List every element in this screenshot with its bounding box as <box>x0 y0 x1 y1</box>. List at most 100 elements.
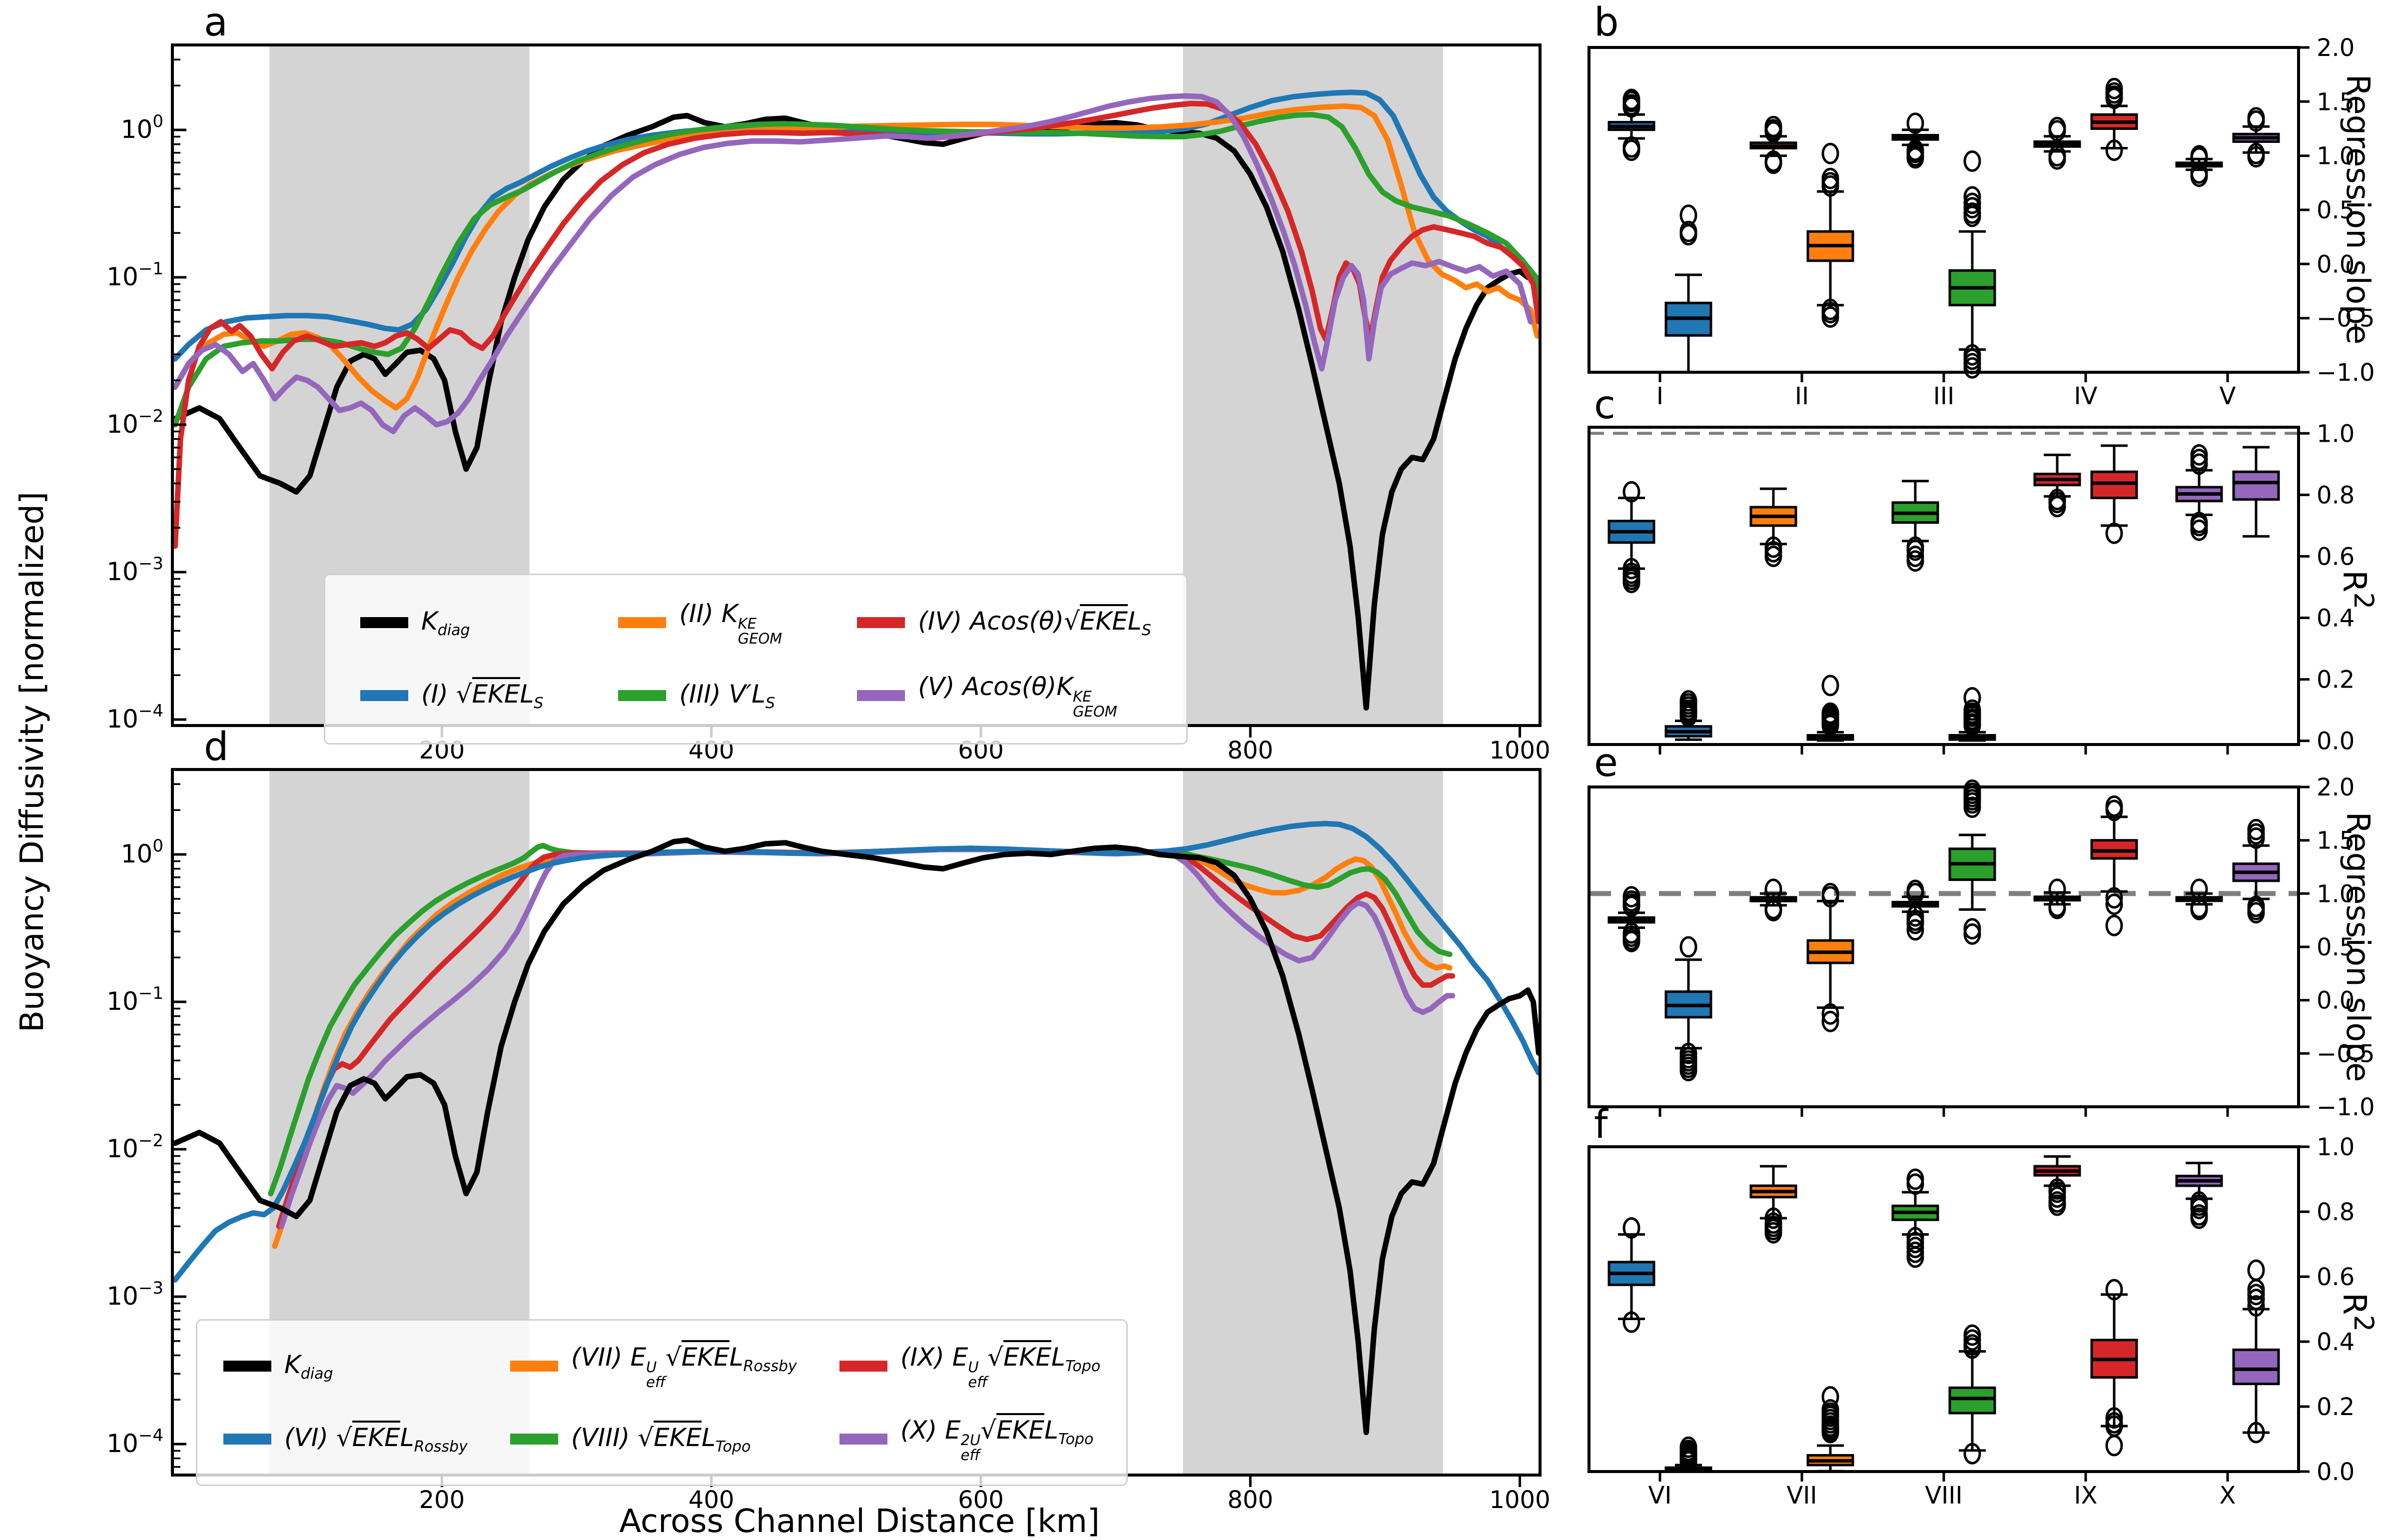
box-c-V-right <box>2232 446 2280 538</box>
legend-swatch <box>510 1361 558 1372</box>
legend-entry-d-1: (VI) √EKELRossby <box>223 1420 468 1456</box>
outlier-marker <box>2105 799 2123 821</box>
outlier-marker <box>2105 522 2123 544</box>
outlier-marker <box>1679 936 1697 958</box>
y-tick-label: 10−1 <box>106 983 163 1016</box>
box-c-I-left <box>1607 481 1655 594</box>
outlier-marker <box>2105 887 2123 909</box>
y-tick-label: 0.0 <box>2317 987 2355 1015</box>
panel-b-letter: b <box>1594 0 1619 45</box>
x-category-label: VI <box>1648 1482 1672 1510</box>
outlier-marker <box>1679 705 1697 727</box>
box-b-IV-right <box>2090 77 2138 161</box>
outlier-marker <box>1906 882 1924 904</box>
x-category-label: V <box>2220 382 2236 410</box>
x-tick-label: 800 <box>1227 1486 1273 1514</box>
outlier-marker <box>2247 1289 2265 1310</box>
box-c-III-right <box>1948 687 1996 742</box>
box-b-II-left <box>1749 115 1797 174</box>
box-c-II-left <box>1749 487 1797 567</box>
y-tick-label: 0.0 <box>2317 250 2355 278</box>
outlier-marker <box>2247 1259 2265 1281</box>
box-b-IV-left <box>2033 116 2081 170</box>
outlier-marker <box>2190 453 2208 475</box>
legend-label: (VIII) √EKELTopo <box>571 1420 751 1456</box>
outlier-marker <box>1821 715 1839 737</box>
box-e-IX-left <box>2033 878 2081 919</box>
legend-label: Kdiag <box>284 1350 333 1383</box>
outlier-marker <box>2048 1194 2066 1216</box>
outlier-marker <box>1622 930 1640 952</box>
box-e-VII-right <box>1806 882 1854 1032</box>
x-axis-label: Across Channel Distance [km] <box>619 1503 1100 1540</box>
x-category-label: VIII <box>1925 1482 1962 1510</box>
shaded-band <box>1183 45 1443 726</box>
legend-label: (I) √EKELS <box>421 677 543 712</box>
legend-label: (II) K KE GEOM <box>679 599 783 647</box>
outlier-marker <box>2105 893 2123 915</box>
box-f-VIII-right <box>1948 1324 1996 1465</box>
box-c-II-right <box>1806 675 1854 742</box>
legend-swatch <box>223 1434 271 1445</box>
box-f-IX-right <box>2090 1279 2138 1457</box>
y-tick-label: −1.0 <box>2317 359 2375 387</box>
x-tick-label: 1000 <box>1489 737 1550 765</box>
outlier-marker <box>2247 902 2265 924</box>
y-tick-label: 1.0 <box>2317 142 2355 170</box>
outlier-marker <box>2105 87 2123 109</box>
panel-e-letter: e <box>1594 741 1618 785</box>
y-tick-label: 0.8 <box>2317 481 2355 509</box>
box-b-V-right <box>2232 107 2280 168</box>
legend-label: Kdiag <box>421 606 470 639</box>
box-f-VII-left <box>1749 1165 1797 1244</box>
outlier-marker <box>1906 1246 1924 1268</box>
legend-label: (IV) Acos(θ)√EKELS <box>918 604 1151 639</box>
x-category-label: X <box>2220 1482 2236 1510</box>
legend-label: (VI) √EKELRossby <box>284 1420 468 1456</box>
outlier-marker <box>1906 912 1924 934</box>
panel-c-letter: c <box>1594 383 1615 428</box>
y-tick-label: 10−4 <box>106 701 163 734</box>
panel-f-letter: f <box>1594 1102 1608 1147</box>
y-tick-label: 0.5 <box>2317 933 2355 961</box>
y-tick-label: 0.4 <box>2317 1328 2355 1356</box>
box-c-IV-left <box>2033 453 2081 518</box>
outlier-marker <box>1821 1010 1839 1032</box>
legend-entry-a-2: (II) K KE GEOM <box>618 599 782 646</box>
box-e-VII-left <box>1749 878 1797 921</box>
outlier-marker <box>1764 152 1782 174</box>
panel-b-plot: I II III IV V2.01.51.00.50.0−0.5−1.0 <box>1588 34 2375 410</box>
outlier-marker <box>1764 1222 1782 1244</box>
outlier-marker <box>1963 715 1981 737</box>
outlier-marker <box>1622 88 1640 110</box>
outlier-marker <box>2048 120 2066 142</box>
x-category-label: VII <box>1786 1482 1817 1510</box>
legend-entry-a-0: Kdiag <box>360 607 543 639</box>
outlier-marker <box>2190 1198 2208 1219</box>
legend-swatch <box>839 1361 887 1372</box>
legend-label: (V) Acos(θ)K KE GEOM <box>918 672 1117 720</box>
x-tick-label: 1000 <box>1489 1486 1550 1514</box>
legend-swatch <box>223 1361 271 1372</box>
legend-entry-a-5: (V) Acos(θ)K KE GEOM <box>857 672 1151 719</box>
legend-entry-a-4: (IV) Acos(θ)√EKELS <box>857 604 1151 639</box>
legend-swatch <box>857 690 905 702</box>
legend-swatch <box>857 617 905 629</box>
y-tick-label: 2.0 <box>2317 34 2355 62</box>
outlier-marker <box>1963 923 1981 945</box>
outlier-marker <box>2190 1207 2208 1229</box>
panel-d-letter: d <box>204 725 229 770</box>
outlier-marker <box>1622 572 1640 594</box>
panel-f-ylabel: R2 <box>2335 1292 2380 1332</box>
y-tick-label: −1.0 <box>2317 1093 2375 1121</box>
y-tick-label: 1.5 <box>2317 88 2355 116</box>
outlier-marker <box>2190 519 2208 541</box>
outlier-marker <box>1963 1443 1981 1465</box>
box-f-VI-left <box>1607 1217 1655 1333</box>
box-e-VIII-left <box>1891 879 1939 941</box>
legend-entry-d-0: Kdiag <box>223 1350 468 1383</box>
